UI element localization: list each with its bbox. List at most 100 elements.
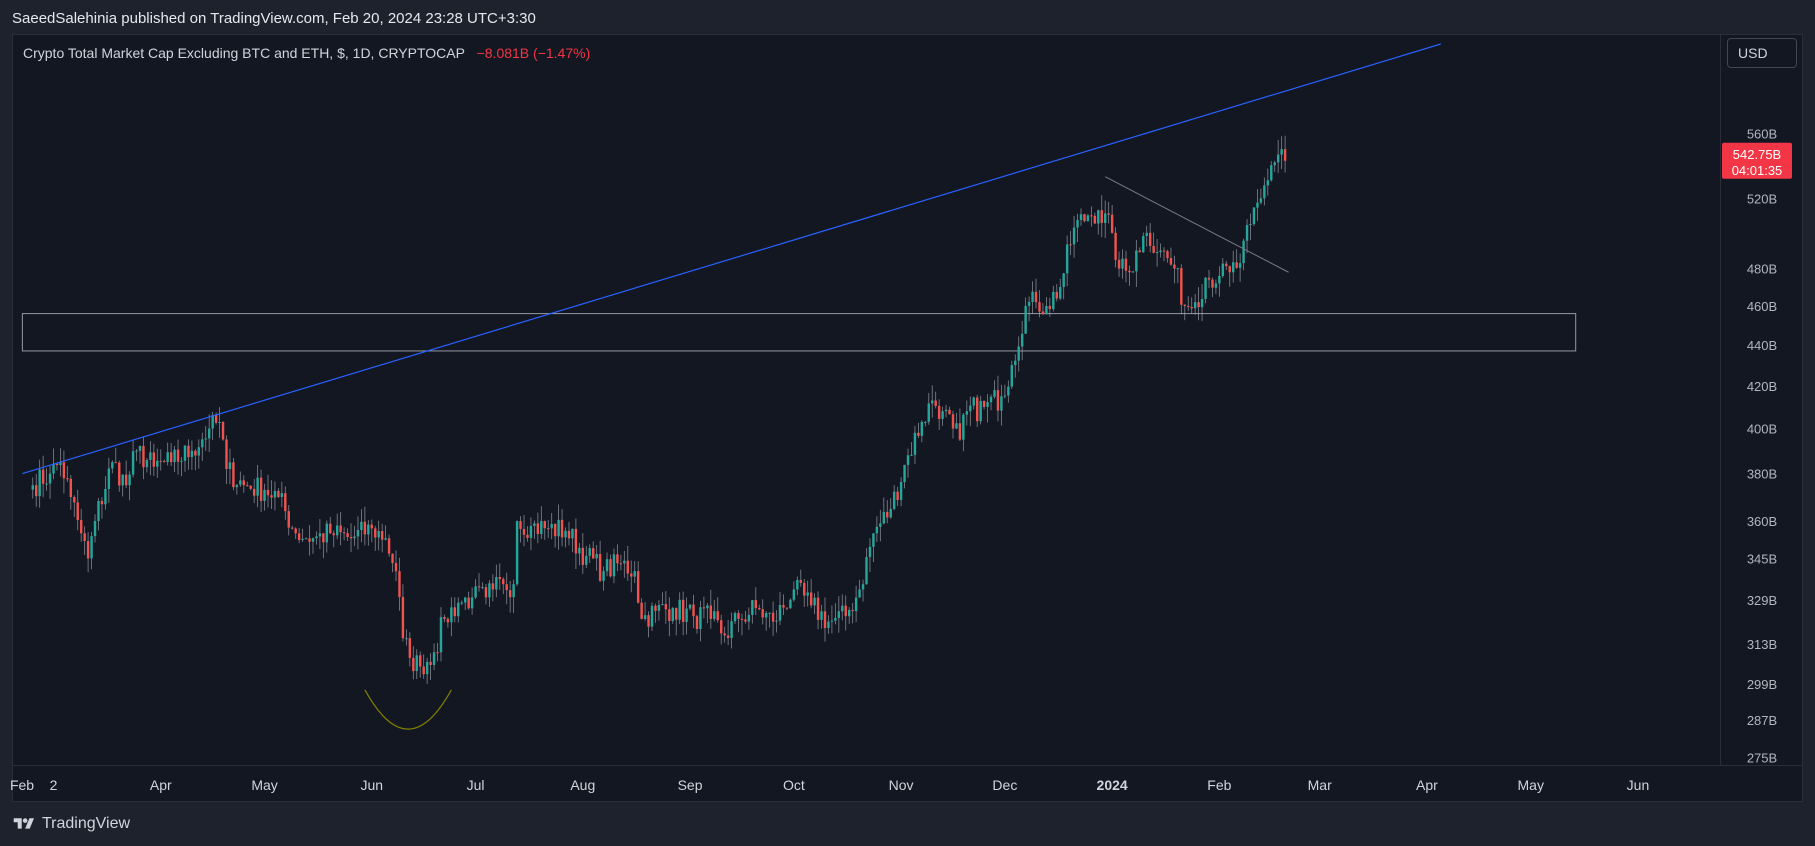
candle-body xyxy=(114,462,117,464)
candle-body xyxy=(564,530,567,538)
candle-body xyxy=(1038,302,1041,312)
time-tick-label: Dec xyxy=(992,777,1017,793)
candle-body xyxy=(910,454,913,456)
candle-body xyxy=(266,489,270,496)
candle-body xyxy=(1166,251,1169,259)
candle-body xyxy=(733,613,737,622)
candle-body xyxy=(975,397,979,422)
candle-body xyxy=(1110,214,1114,233)
candle-body xyxy=(329,523,332,534)
candle-body xyxy=(370,524,374,529)
candle-body xyxy=(1059,287,1062,299)
candle-body xyxy=(654,605,657,611)
candle-body xyxy=(477,586,481,588)
candle-body xyxy=(1259,198,1263,203)
candle-body xyxy=(1207,277,1211,280)
candle-body xyxy=(626,560,630,574)
candle-body xyxy=(460,602,463,604)
candle-body xyxy=(688,604,692,609)
candle-body xyxy=(1270,165,1273,181)
candle-body xyxy=(1020,333,1024,347)
candle-body xyxy=(1079,214,1083,220)
bar-countdown-label: 04:01:35 xyxy=(1732,163,1783,178)
candle-body xyxy=(1121,258,1124,269)
candle-body xyxy=(481,587,484,589)
candle-body xyxy=(647,615,650,627)
candle-body xyxy=(291,527,294,529)
candle-body xyxy=(97,500,100,522)
candle-body xyxy=(349,537,353,539)
price-tick-label: 299B xyxy=(1747,677,1777,692)
candle-body xyxy=(775,620,778,622)
candle-body xyxy=(173,449,176,463)
candle-body xyxy=(69,478,73,497)
candle-body xyxy=(982,400,986,407)
candle-body xyxy=(1003,395,1007,397)
candle-body xyxy=(1045,305,1048,315)
candle-body xyxy=(166,452,169,462)
symbol-legend[interactable]: Crypto Total Market Cap Excluding BTC an… xyxy=(23,45,590,61)
candle-body xyxy=(1117,259,1121,269)
candle-body xyxy=(457,602,460,617)
candle-body xyxy=(699,607,702,630)
change-value: −8.081B (−1.47%) xyxy=(476,45,591,61)
candle-body xyxy=(342,532,346,534)
candle-body xyxy=(906,455,910,465)
candle-body xyxy=(384,538,387,540)
candle-body xyxy=(470,597,474,609)
candle-body xyxy=(723,633,726,636)
candle-body xyxy=(1249,224,1252,226)
candle-body xyxy=(785,607,789,609)
candle-body xyxy=(830,620,834,622)
candle-body xyxy=(661,604,664,606)
candle-body xyxy=(1069,244,1072,246)
candle-body xyxy=(778,605,782,621)
candle-body xyxy=(332,533,335,536)
time-scale[interactable] xyxy=(12,766,1803,802)
price-tick-label: 420B xyxy=(1747,379,1777,394)
candle-body xyxy=(1159,250,1162,253)
candle-body xyxy=(211,414,214,429)
candle-body xyxy=(38,469,41,497)
candle-body xyxy=(1014,360,1017,366)
candle-body xyxy=(1256,202,1259,208)
candle-body xyxy=(934,400,937,406)
candle-body xyxy=(882,511,886,524)
candle-body xyxy=(446,618,450,623)
candle-body xyxy=(66,478,69,480)
last-price-label: 542.75B xyxy=(1733,147,1781,162)
candle-body xyxy=(163,461,166,463)
candle-body xyxy=(1204,277,1207,299)
candle-body xyxy=(1173,264,1176,269)
candle-body xyxy=(62,462,66,479)
chart-pane[interactable] xyxy=(12,34,1721,766)
candle-body xyxy=(844,605,847,617)
candle-body xyxy=(581,547,585,565)
candle-body xyxy=(1155,252,1159,254)
candle-body xyxy=(322,533,325,543)
tradingview-brand[interactable]: TradingView xyxy=(12,815,130,833)
candle-body xyxy=(169,452,173,463)
candle-body xyxy=(623,560,626,564)
candle-body xyxy=(553,523,557,537)
candle-body xyxy=(1128,270,1131,273)
candle-body xyxy=(1183,304,1186,306)
candle-body xyxy=(508,590,512,598)
candle-body xyxy=(730,621,733,638)
candle-body xyxy=(1142,235,1145,253)
candle-body xyxy=(854,597,858,612)
candle-body xyxy=(453,607,457,617)
candle-body xyxy=(1048,305,1052,310)
candle-body xyxy=(432,652,436,665)
currency-button[interactable]: USD xyxy=(1727,38,1797,68)
candle-body xyxy=(858,589,861,598)
last-price-badge xyxy=(1722,142,1792,179)
candle-body xyxy=(149,452,152,460)
candle-body xyxy=(764,613,768,618)
candle-body xyxy=(713,611,716,619)
candle-body xyxy=(834,617,837,621)
time-tick-label: Jun xyxy=(361,777,384,793)
candle-body xyxy=(1100,210,1103,224)
candle-body xyxy=(45,483,48,485)
candle-body xyxy=(1027,301,1031,306)
